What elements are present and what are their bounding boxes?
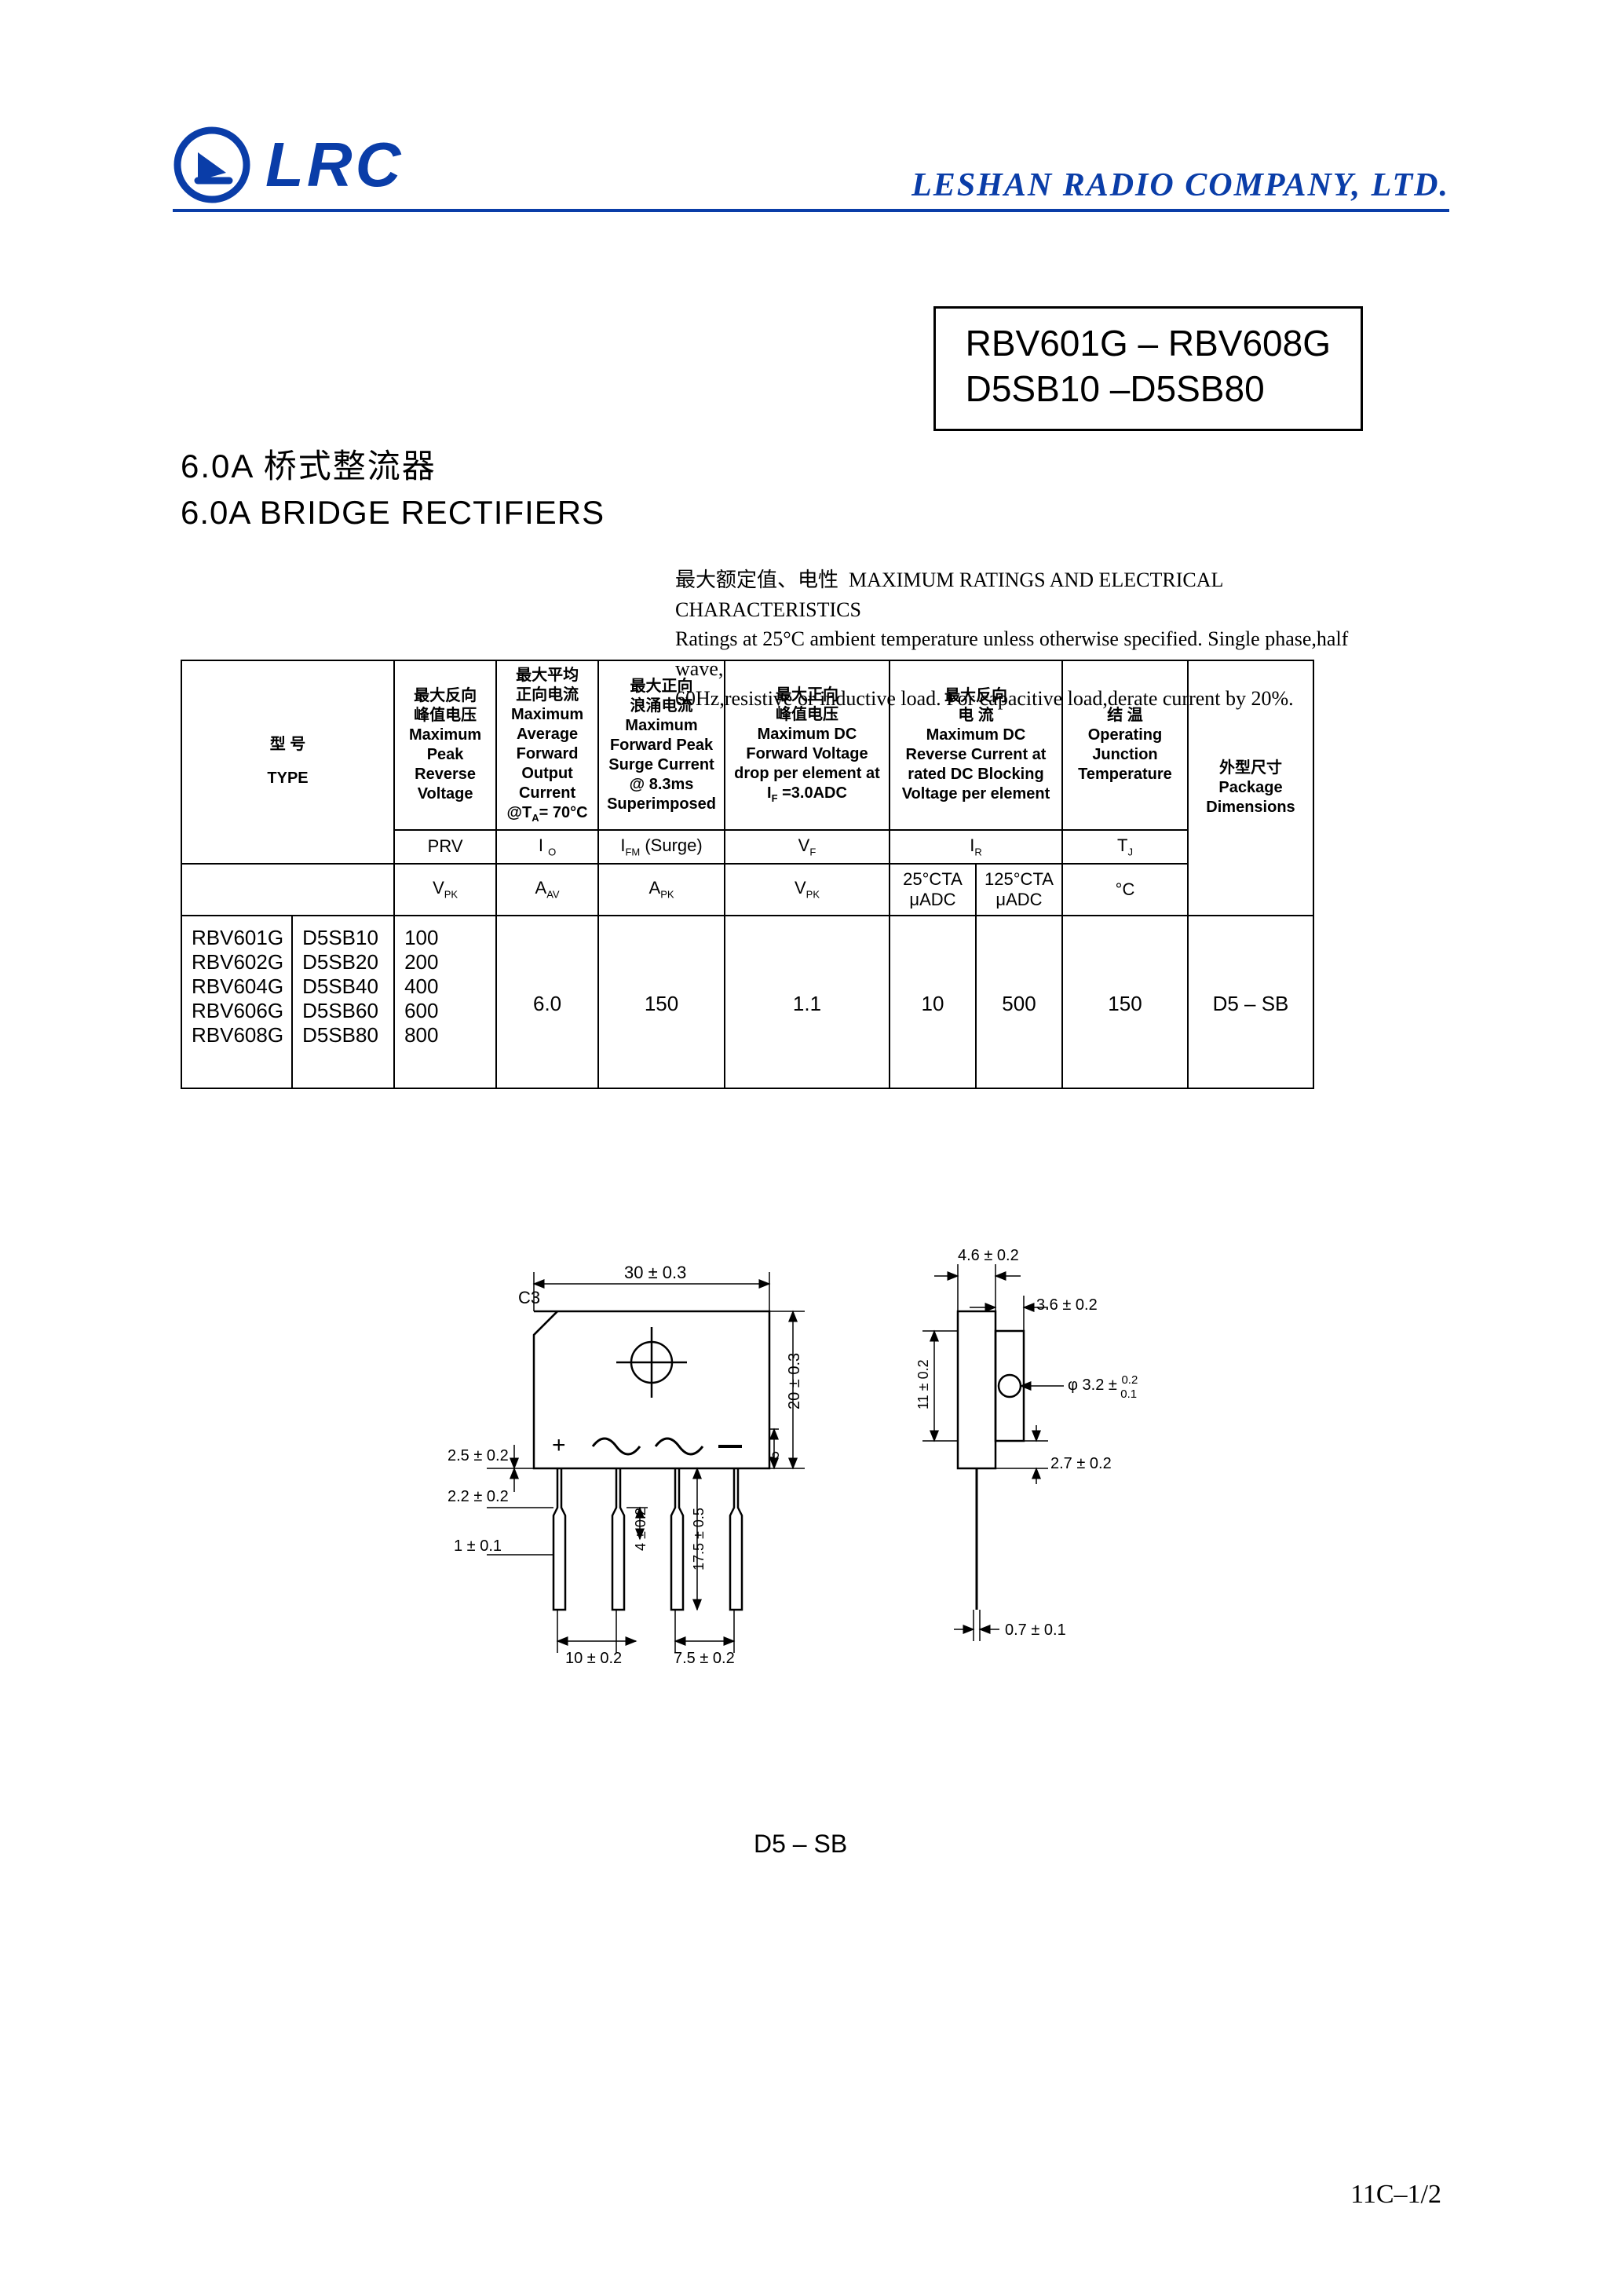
unit-ir25: 25°CTAμADC	[890, 864, 976, 916]
dim-4: 4 ± 0.2	[633, 1508, 648, 1551]
logo-icon	[173, 126, 251, 204]
dim-20: 20 ± 0.3	[786, 1353, 803, 1409]
dim-11: 11 ± 0.2	[915, 1359, 931, 1409]
dim-0-7: 0.7 ± 0.1	[1005, 1621, 1066, 1639]
col-pkg: 外型尺寸 Package Dimensions	[1188, 660, 1313, 916]
dim-3-6: 3.6 ± 0.2	[1036, 1296, 1098, 1314]
package-diagram-svg: +	[440, 1225, 1193, 1790]
sym-ir: IR	[890, 830, 1062, 863]
col-vf: 最大正向 峰值电压 Maximum DC Forward Voltage dro…	[725, 660, 890, 830]
unit-tj: °C	[1062, 864, 1188, 916]
table-unit-row: VPK AAV APK VPK 25°CTAμADC 125°CTAμADC °…	[181, 864, 1313, 916]
diagram-label: D5 – SB	[754, 1830, 847, 1859]
sym-ifm: IFM (Surge)	[598, 830, 725, 863]
dim-30: 30 ± 0.3	[624, 1263, 686, 1282]
sym-prv: PRV	[394, 830, 496, 863]
cell-type1: RBV601G RBV602G RBV604G RBV606G RBV608G	[181, 916, 292, 1088]
page-header: LRC LESHAN RADIO COMPANY, LTD.	[173, 126, 1449, 212]
sym-tj: TJ	[1062, 830, 1188, 863]
table-data-row: RBV601G RBV602G RBV604G RBV606G RBV608G …	[181, 916, 1313, 1088]
dim-2-5: 2.5 ± 0.2	[448, 1447, 509, 1464]
sym-vf: VF	[725, 830, 890, 863]
unit-ifm: APK	[598, 864, 725, 916]
dim-1: 1 ± 0.1	[454, 1537, 502, 1555]
cell-pkg: D5 – SB	[1188, 916, 1313, 1088]
logo-block: LRC	[173, 126, 404, 204]
col-type: 型 号 TYPE	[181, 660, 394, 864]
dim-hole: φ 3.2 ± 0.20.1	[1068, 1373, 1138, 1401]
ratings-table: 型 号 TYPE 最大反向 峰值电压 Maximum Peak Reverse …	[181, 660, 1314, 1089]
cell-vf: 1.1	[725, 916, 890, 1088]
package-diagram: +	[440, 1225, 1193, 1790]
dim-17-5: 17.5 ± 0.5	[691, 1508, 707, 1570]
cell-type2: D5SB10 D5SB20 D5SB40 D5SB60 D5SB80	[292, 916, 394, 1088]
company-name: LESHAN RADIO COMPANY, LTD.	[911, 166, 1449, 204]
col-prv: 最大反向 峰值电压 Maximum Peak Reverse Voltage	[394, 660, 496, 830]
dim-4-6: 4.6 ± 0.2	[958, 1247, 1019, 1264]
cell-io: 6.0	[496, 916, 598, 1088]
caption-line-1: 最大额定值、电性 MAXIMUM RATINGS AND ELECTRICAL …	[675, 565, 1397, 624]
unit-vf: VPK	[725, 864, 890, 916]
col-io: 最大平均 正向电流 Maximum Average Forward Output…	[496, 660, 598, 830]
title-block: 6.0A 桥式整流器 6.0A BRIDGE RECTIFIERS	[181, 440, 605, 532]
sym-io: I O	[496, 830, 598, 863]
unit-ir125: 125°CTAμADC	[976, 864, 1062, 916]
cell-ifm: 150	[598, 916, 725, 1088]
title-en: 6.0A BRIDGE RECTIFIERS	[181, 494, 605, 532]
cell-ir125: 500	[976, 916, 1062, 1088]
cell-ir25: 10	[890, 916, 976, 1088]
cell-prv: 100 200 400 600 800	[394, 916, 496, 1088]
col-tj: 结 温 Operating Junction Temperature	[1062, 660, 1188, 830]
cell-tj: 150	[1062, 916, 1188, 1088]
col-ir: 最大反向 电 流 Maximum DC Reverse Current at r…	[890, 660, 1062, 830]
unit-prv: VPK	[394, 864, 496, 916]
svg-text:+: +	[552, 1432, 566, 1458]
page-number: 11C–1/2	[1350, 2180, 1441, 2210]
dim-10: 10 ± 0.2	[565, 1650, 622, 1667]
dim-7-5: 7.5 ± 0.2	[674, 1650, 735, 1667]
part-line-1: RBV601G – RBV608G	[966, 321, 1331, 367]
dim-2-2: 2.2 ± 0.2	[448, 1488, 509, 1505]
part-line-2: D5SB10 –D5SB80	[966, 367, 1331, 412]
dim-5: 5	[766, 1451, 782, 1459]
unit-io: AAV	[496, 864, 598, 916]
part-number-box: RBV601G – RBV608G D5SB10 –D5SB80	[933, 306, 1363, 431]
col-ifm: 最大正向 浪涌电流 Maximum Forward Peak Surge Cur…	[598, 660, 725, 830]
dim-c3: C3	[518, 1288, 540, 1307]
title-cn: 6.0A 桥式整流器	[181, 440, 605, 488]
dim-2-7: 2.7 ± 0.2	[1050, 1455, 1112, 1472]
logo-text: LRC	[265, 129, 404, 201]
